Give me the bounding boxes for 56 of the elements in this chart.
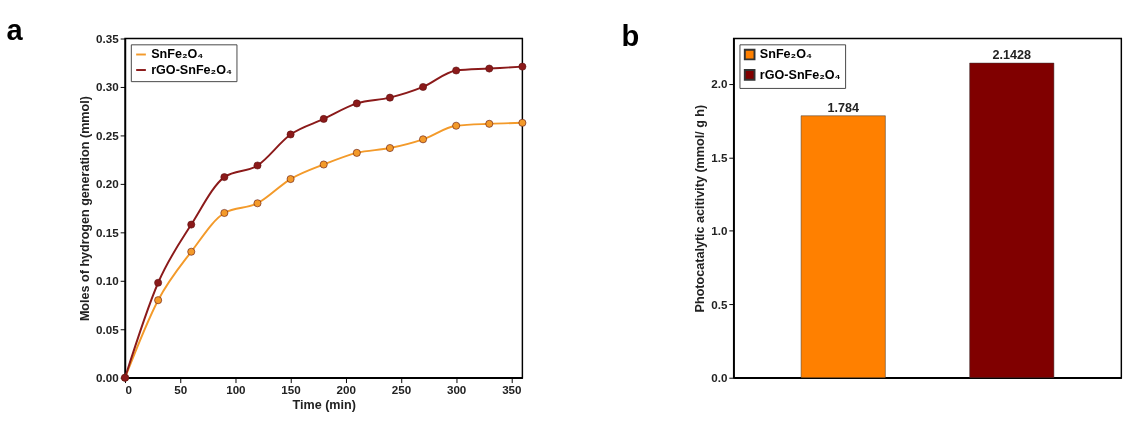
y-tick-label: 0.20 <box>96 177 119 191</box>
point <box>154 278 163 287</box>
point <box>286 175 295 183</box>
point <box>419 135 427 144</box>
x-tick-label: 150 <box>281 382 301 396</box>
point <box>286 130 295 139</box>
point <box>352 149 361 157</box>
point <box>518 62 527 71</box>
y-tick-label: 0.15 <box>96 225 120 239</box>
point <box>485 119 494 128</box>
x-tick-label: 0 <box>125 382 132 396</box>
point <box>187 247 196 256</box>
y-tick-label: 0.0 <box>711 371 728 385</box>
point <box>253 161 262 170</box>
point <box>319 115 328 123</box>
legend-label: rGO-SnFe₂O₄ <box>759 67 841 82</box>
point <box>452 121 461 130</box>
x-tick-label: 100 <box>226 382 246 396</box>
legend-label: SnFe₂O₄ <box>151 47 204 62</box>
y-tick-label: 0.25 <box>96 128 120 142</box>
data-label: 1.784 <box>827 100 859 115</box>
y-axis-title: Photocatalytic acitivity (mmol/ g h) <box>693 104 708 313</box>
point <box>386 93 394 102</box>
x-axis-title: Time (min) <box>292 398 356 413</box>
y-tick-label: 0.35 <box>96 31 120 45</box>
y-tick-label: 0.30 <box>96 80 119 94</box>
legend-label: rGO-SnFe₂O₄ <box>151 62 232 77</box>
y-tick-label: 0.10 <box>96 274 119 288</box>
x-tick-label: 300 <box>446 382 467 396</box>
y-axis-title: Moles of hydrogen generation (mmol) <box>78 96 93 322</box>
point <box>452 66 461 75</box>
legend-label: SnFe₂O₄ <box>759 47 812 62</box>
point <box>154 296 163 305</box>
x-tick-label: 50 <box>174 382 188 396</box>
x-tick-label: 350 <box>502 382 522 396</box>
point <box>518 118 527 127</box>
point <box>386 144 394 152</box>
point <box>319 160 328 169</box>
y-tick-label: 2.0 <box>711 77 728 91</box>
x-tick-label: 250 <box>391 382 412 396</box>
x-tick-label: 200 <box>336 382 356 396</box>
data-label: 2.1428 <box>992 48 1032 63</box>
point <box>253 199 262 208</box>
chart-title: b <box>621 20 640 53</box>
point <box>352 99 361 108</box>
point <box>220 209 229 217</box>
y-tick-label: 0.00 <box>96 371 119 385</box>
y-tick-label: 0.05 <box>96 322 120 336</box>
point <box>187 220 196 229</box>
y-tick-label: 0.5 <box>711 297 728 311</box>
point <box>485 64 494 73</box>
chart-title: a <box>6 14 24 47</box>
y-tick-label: 1.0 <box>711 224 728 238</box>
point <box>220 173 229 181</box>
y-tick-label: 1.5 <box>711 150 728 164</box>
point <box>419 83 427 91</box>
